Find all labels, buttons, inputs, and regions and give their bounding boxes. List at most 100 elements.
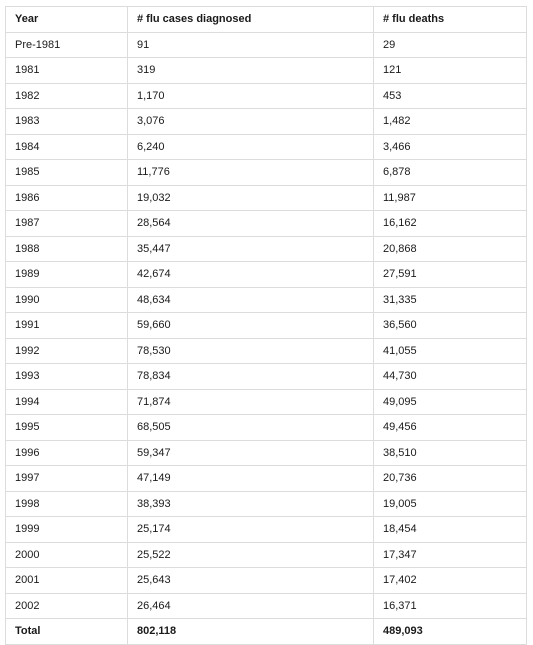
year-cell: 1994 (5, 388, 128, 415)
total-label-cell: Total (5, 618, 128, 645)
total-deaths-cell: 489,093 (373, 618, 527, 645)
year-cell: 1988 (5, 235, 128, 262)
deaths-cell: 453 (373, 82, 527, 109)
cases-cell: 47,149 (127, 465, 374, 492)
deaths-cell: 1,482 (373, 108, 527, 135)
deaths-cell: 29 (373, 31, 527, 58)
deaths-cell: 38,510 (373, 439, 527, 466)
year-cell: 2000 (5, 541, 128, 568)
deaths-cell: 6,878 (373, 159, 527, 186)
header-row: Year # flu cases diagnosed # flu deaths (5, 6, 527, 33)
cases-cell: 35,447 (127, 235, 374, 262)
year-cell: 2001 (5, 567, 128, 594)
deaths-cell: 44,730 (373, 363, 527, 390)
deaths-cell: 20,736 (373, 465, 527, 492)
table-body: Pre-1981 91 29 1981 319 121 1982 1,170 453 1983 3,… (5, 31, 527, 645)
deaths-cell: 17,402 (373, 567, 527, 594)
deaths-cell: 11,987 (373, 184, 527, 211)
cases-cell: 91 (127, 31, 374, 58)
deaths-cell: 16,162 (373, 210, 527, 237)
year-cell: 1990 (5, 286, 128, 313)
deaths-cell: 19,005 (373, 490, 527, 517)
table-row: 1997 47,149 20,736 (5, 465, 527, 492)
cases-cell: 38,393 (127, 490, 374, 517)
deaths-cell: 31,335 (373, 286, 527, 313)
deaths-cell: 20,868 (373, 235, 527, 262)
cases-cell: 6,240 (127, 133, 374, 160)
year-cell: 2002 (5, 592, 128, 619)
cases-cell: 59,660 (127, 312, 374, 339)
table-row: 1992 78,530 41,055 (5, 337, 527, 364)
column-header-cases: # flu cases diagnosed (127, 6, 374, 33)
table-row: Pre-1981 91 29 (5, 31, 527, 58)
table-row: 1996 59,347 38,510 (5, 439, 527, 466)
deaths-cell: 27,591 (373, 261, 527, 288)
table-row: 1981 319 121 (5, 57, 527, 84)
cases-cell: 71,874 (127, 388, 374, 415)
year-cell: 1989 (5, 261, 128, 288)
deaths-cell: 18,454 (373, 516, 527, 543)
deaths-cell: 3,466 (373, 133, 527, 160)
deaths-cell: 49,456 (373, 414, 527, 441)
table-row: 1995 68,505 49,456 (5, 414, 527, 441)
table-row: 1984 6,240 3,466 (5, 133, 527, 160)
year-cell: 1981 (5, 57, 128, 84)
year-cell: 1982 (5, 82, 128, 109)
year-cell: 1993 (5, 363, 128, 390)
total-row: Total 802,118 489,093 (5, 618, 527, 645)
table-row: 1998 38,393 19,005 (5, 490, 527, 517)
cases-cell: 48,634 (127, 286, 374, 313)
cases-cell: 19,032 (127, 184, 374, 211)
cases-cell: 28,564 (127, 210, 374, 237)
table-row: 1988 35,447 20,868 (5, 235, 527, 262)
deaths-cell: 49,095 (373, 388, 527, 415)
column-header-year: Year (5, 6, 128, 33)
year-cell: 1997 (5, 465, 128, 492)
table-row: 1983 3,076 1,482 (5, 108, 527, 135)
table-row: 1987 28,564 16,162 (5, 210, 527, 237)
year-cell: 1986 (5, 184, 128, 211)
year-cell: 1983 (5, 108, 128, 135)
cases-cell: 25,174 (127, 516, 374, 543)
table-row: 1991 59,660 36,560 (5, 312, 527, 339)
year-cell: 1996 (5, 439, 128, 466)
table-row: 1985 11,776 6,878 (5, 159, 527, 186)
cases-cell: 3,076 (127, 108, 374, 135)
cases-cell: 78,530 (127, 337, 374, 364)
cases-cell: 59,347 (127, 439, 374, 466)
year-cell: 1984 (5, 133, 128, 160)
cases-cell: 78,834 (127, 363, 374, 390)
table-row: 1986 19,032 11,987 (5, 184, 527, 211)
deaths-cell: 17,347 (373, 541, 527, 568)
cases-cell: 11,776 (127, 159, 374, 186)
year-cell: Pre-1981 (5, 31, 128, 58)
cases-cell: 26,464 (127, 592, 374, 619)
cases-cell: 42,674 (127, 261, 374, 288)
deaths-cell: 16,371 (373, 592, 527, 619)
table-row: 1990 48,634 31,335 (5, 286, 527, 313)
year-cell: 1991 (5, 312, 128, 339)
year-cell: 1999 (5, 516, 128, 543)
table-row: 1993 78,834 44,730 (5, 363, 527, 390)
table-row: 1982 1,170 453 (5, 82, 527, 109)
deaths-cell: 121 (373, 57, 527, 84)
cases-cell: 1,170 (127, 82, 374, 109)
year-cell: 1992 (5, 337, 128, 364)
deaths-cell: 41,055 (373, 337, 527, 364)
table-row: 2000 25,522 17,347 (5, 541, 527, 568)
column-header-deaths: # flu deaths (373, 6, 527, 33)
table-row: 2001 25,643 17,402 (5, 567, 527, 594)
year-cell: 1998 (5, 490, 128, 517)
cases-cell: 68,505 (127, 414, 374, 441)
cases-cell: 319 (127, 57, 374, 84)
cases-cell: 25,643 (127, 567, 374, 594)
table-row: 2002 26,464 16,371 (5, 592, 527, 619)
table-row: 1994 71,874 49,095 (5, 388, 527, 415)
deaths-cell: 36,560 (373, 312, 527, 339)
total-cases-cell: 802,118 (127, 618, 374, 645)
flu-data-table: Year # flu cases diagnosed # flu deaths … (5, 6, 527, 645)
cases-cell: 25,522 (127, 541, 374, 568)
year-cell: 1995 (5, 414, 128, 441)
year-cell: 1985 (5, 159, 128, 186)
table-row: 1999 25,174 18,454 (5, 516, 527, 543)
